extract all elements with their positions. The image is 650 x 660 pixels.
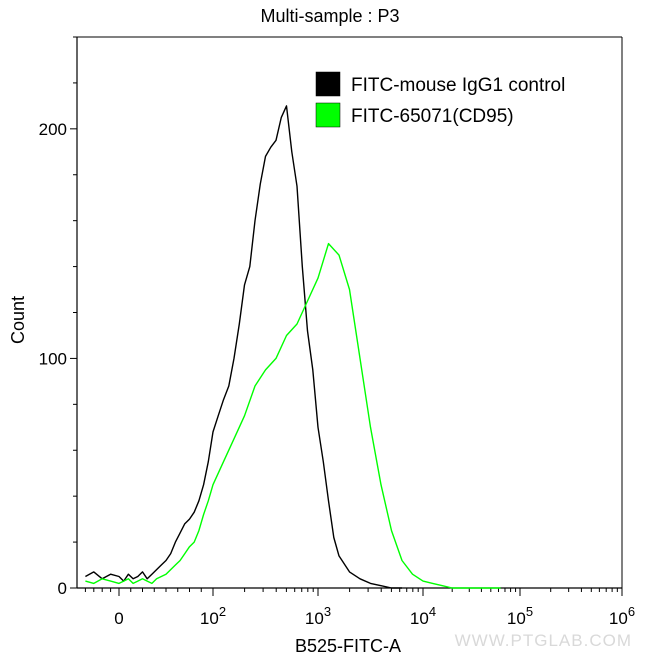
legend-swatch [315, 102, 341, 128]
y-axis-ticks: 0 100 200 [39, 36, 77, 598]
legend-swatch [315, 71, 341, 97]
y-tick-label: 100 [39, 349, 67, 368]
legend-label: FITC-mouse IgG1 control [351, 75, 565, 96]
series-cd95-line [85, 242, 501, 589]
legend: FITC-mouse IgG1 control FITC-65071(CD95) [315, 71, 565, 128]
x-tick-label: 106 [609, 604, 635, 628]
watermark: WWW.PTGLAB.COM [455, 631, 632, 650]
x-axis-ticks: 0 102 103 104 105 106 [84, 588, 635, 628]
chart-title: Multi-sample : P3 [260, 6, 399, 26]
y-axis-title: Count [8, 296, 28, 344]
y-tick-label: 200 [39, 120, 67, 139]
legend-label: FITC-65071(CD95) [351, 106, 514, 127]
y-tick-label: 0 [58, 579, 67, 598]
x-tick-label: 104 [410, 604, 436, 628]
x-tick-label: 0 [114, 609, 123, 628]
plot-area [76, 36, 623, 589]
series-isotype-control-line [85, 105, 402, 589]
series-layer [85, 105, 501, 589]
x-tick-label: 103 [305, 604, 331, 628]
x-tick-label: 102 [200, 604, 226, 628]
x-tick-label: 105 [507, 604, 533, 628]
x-axis-title: B525-FITC-A [295, 636, 401, 656]
